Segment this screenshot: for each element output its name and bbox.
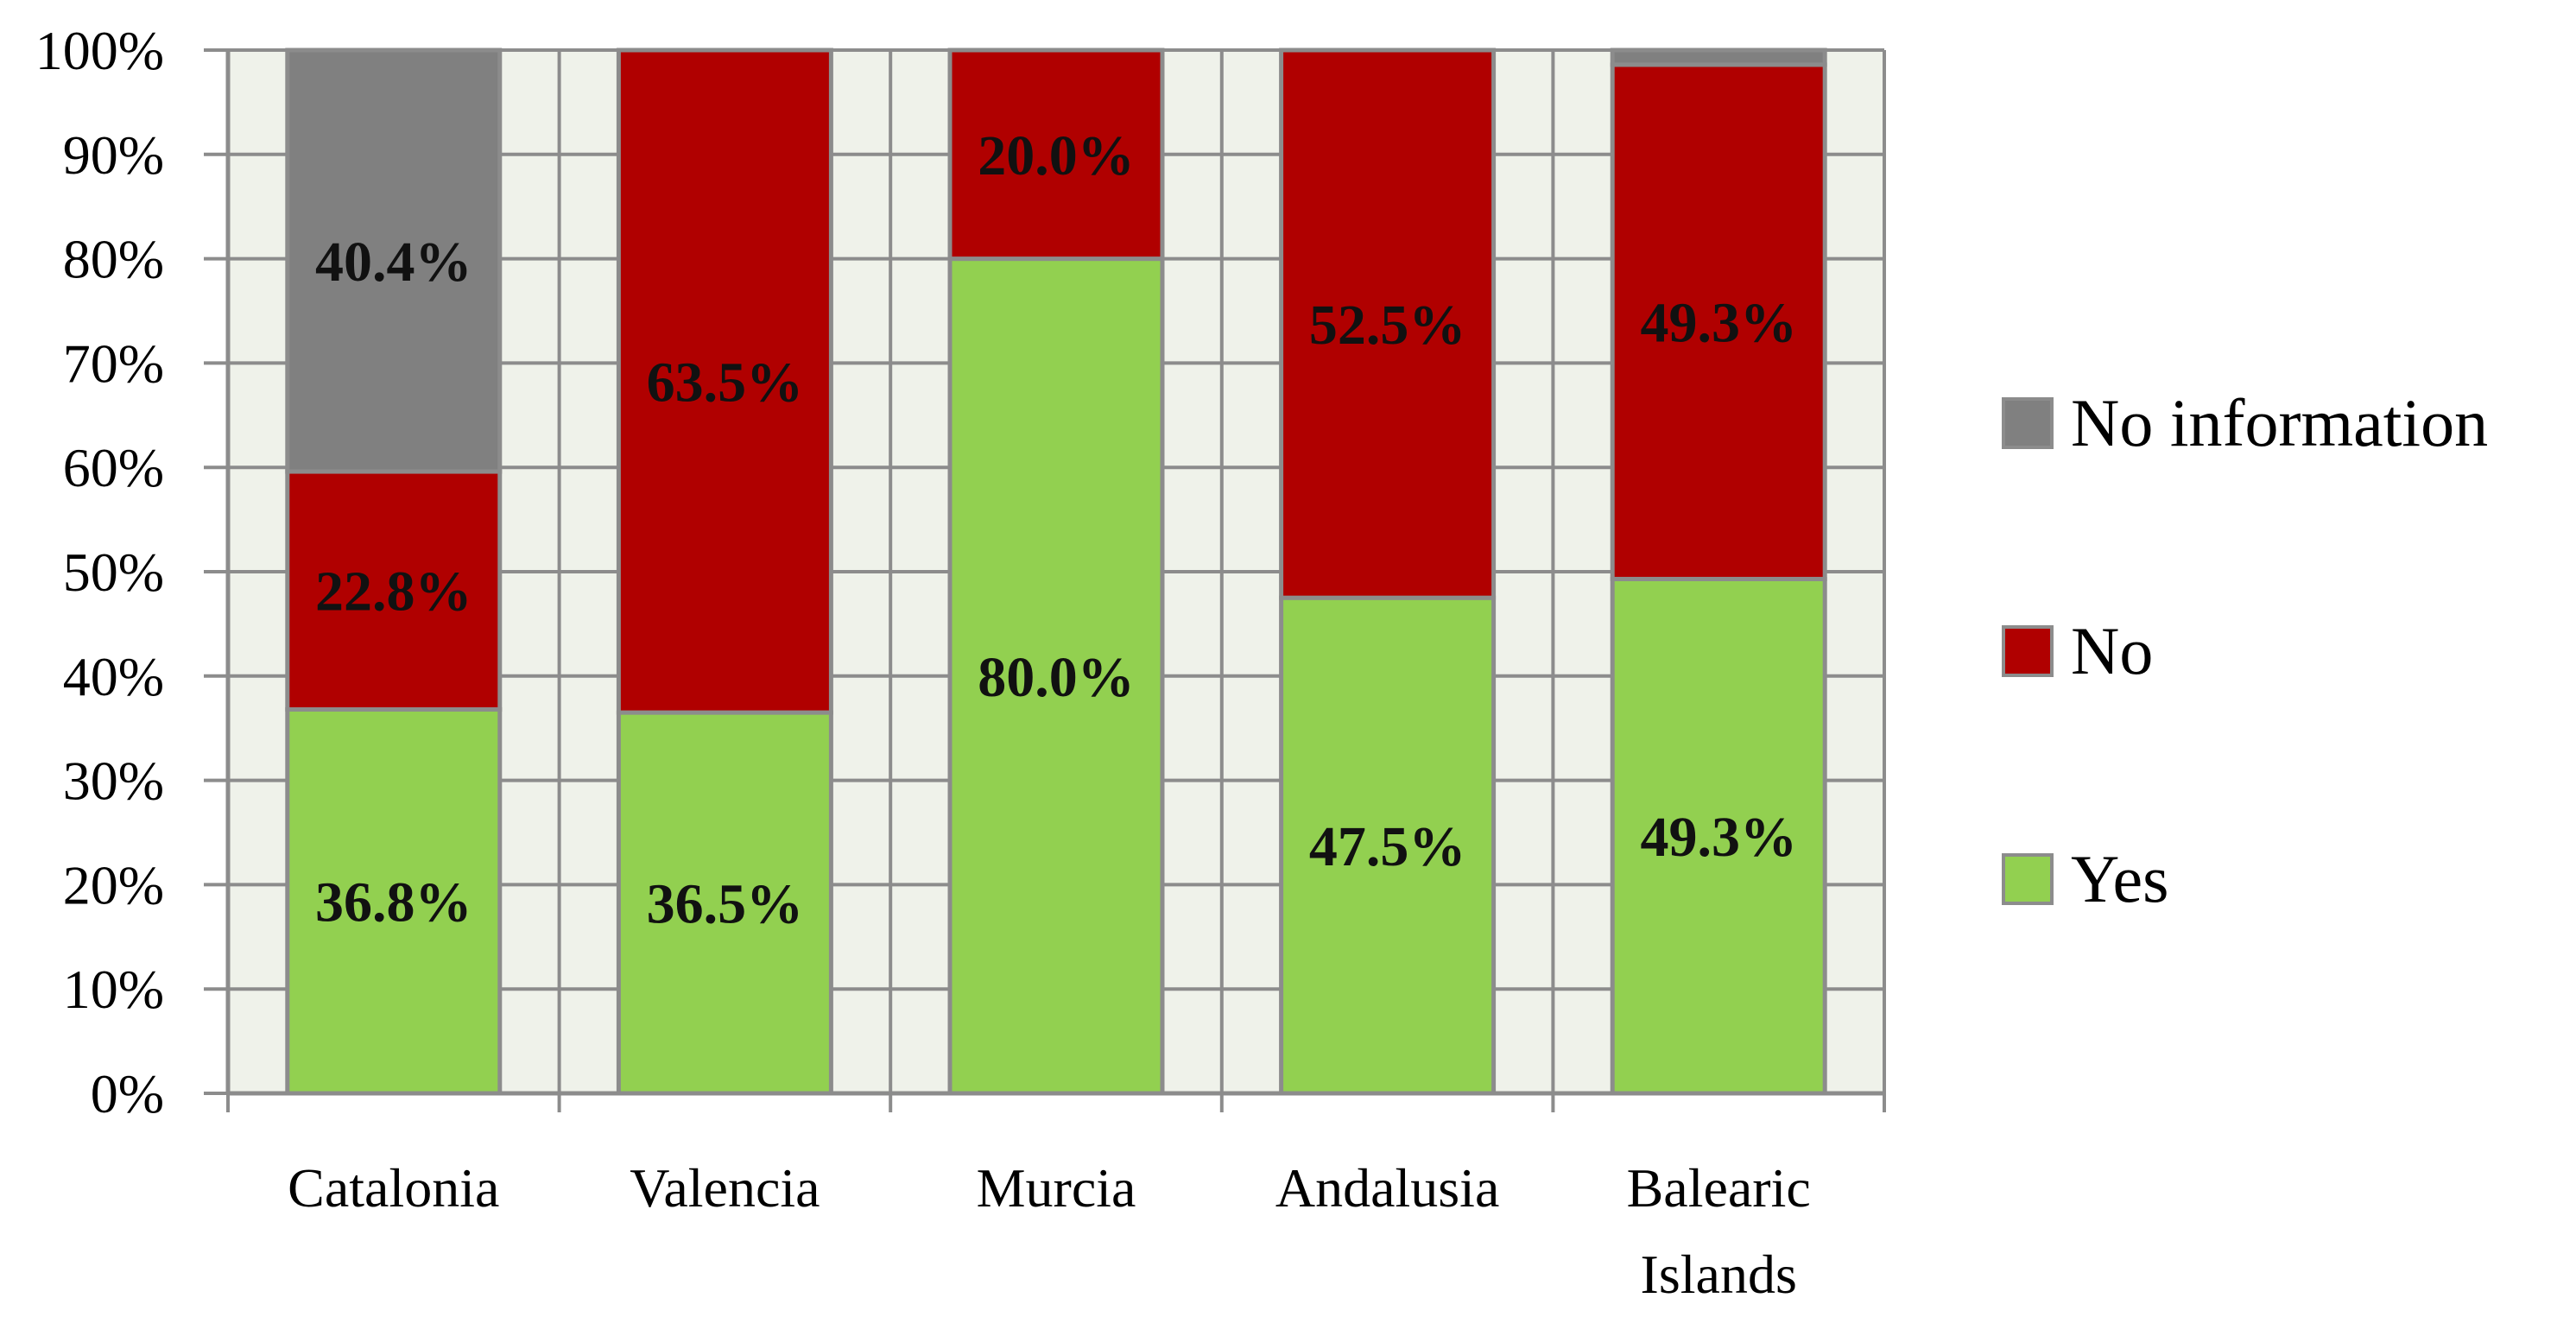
bar-segment	[947, 47, 1165, 262]
bar-segment	[285, 469, 503, 712]
bar-segment	[285, 47, 503, 474]
data-labels: 36.8% 22.8% 40.4% 36.5% 63.5% 80.0% 20.0% 47.5%…	[315, 124, 1797, 936]
category-label: Catalonia	[288, 1157, 499, 1219]
data-label: 22.8%	[315, 560, 472, 624]
y-tick-label: 30%	[63, 750, 164, 812]
legend-label: Yes	[2071, 841, 2169, 916]
bar-segment	[616, 710, 833, 1096]
legend-label: No information	[2071, 385, 2488, 460]
category-label: Andalusia	[1275, 1157, 1500, 1219]
y-axis-tick-labels: 0% 10% 20% 30% 40% 50% 60% 70% 80% 90% 100%	[35, 20, 164, 1124]
legend-swatch	[2002, 625, 2054, 677]
y-tick-label: 0%	[91, 1063, 164, 1124]
legend: No information No Yes	[2002, 385, 2488, 916]
data-label: 36.5%	[647, 873, 804, 936]
y-tick-label: 50%	[63, 541, 164, 603]
bar-segment	[1279, 595, 1497, 1096]
legend-label: No	[2071, 613, 2153, 688]
x-axis-category-labels: Catalonia Valencia Murcia Andalusia Balearic…	[288, 1157, 1811, 1305]
data-label: 40.4%	[315, 231, 472, 294]
category-label: Balearic Islands	[1627, 1157, 1811, 1305]
data-label: 80.0%	[978, 646, 1135, 709]
y-tick-label: 10%	[63, 959, 164, 1020]
data-label: 63.5%	[647, 351, 804, 415]
bar-segment	[1610, 62, 1827, 581]
data-label: 49.3%	[1640, 292, 1797, 355]
axes	[225, 50, 1884, 1096]
data-label: 20.0%	[978, 124, 1135, 187]
category-label: Murcia	[977, 1157, 1136, 1219]
legend-swatch	[2002, 397, 2054, 449]
data-label: 36.8%	[315, 871, 472, 934]
y-tick-label: 80%	[63, 229, 164, 290]
data-label: 49.3%	[1640, 806, 1797, 869]
data-label: 47.5%	[1309, 815, 1466, 878]
y-tick-label: 60%	[63, 437, 164, 498]
bar-segment	[1279, 47, 1497, 600]
bar-segment	[1610, 47, 1827, 67]
bars	[285, 47, 1827, 1096]
y-tick-label: 40%	[63, 646, 164, 707]
bar-segment	[616, 47, 833, 715]
legend-swatch	[2002, 853, 2054, 905]
y-tick-label: 100%	[35, 20, 164, 81]
category-label: Valencia	[630, 1157, 820, 1219]
data-label: 52.5%	[1309, 294, 1466, 357]
y-tick-label: 90%	[63, 124, 164, 186]
y-tick-label: 70%	[63, 332, 164, 394]
y-tick-label: 20%	[63, 854, 164, 915]
